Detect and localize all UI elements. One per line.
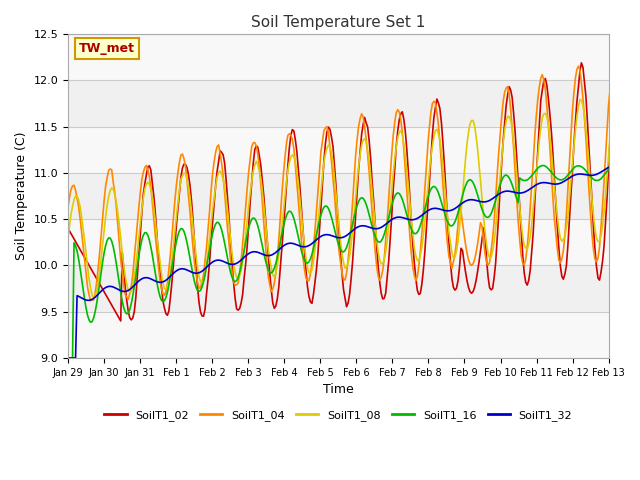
SoilT1_04	[563, 212, 570, 218]
X-axis label: Time: Time	[323, 383, 354, 396]
Bar	[68, 312, 609, 358]
SoilT1_08	[563, 225, 570, 230]
SoilT1_16	[638, 170, 640, 176]
SoilT1_04	[84, 285, 92, 290]
SoilT1_32	[102, 285, 109, 290]
SoilT1_04	[362, 136, 370, 142]
SoilT1_02	[639, 184, 640, 190]
SoilT1_08	[103, 203, 111, 208]
SoilT1_16	[102, 242, 109, 248]
Y-axis label: Soil Temperature (C): Soil Temperature (C)	[15, 132, 28, 260]
SoilT1_04	[103, 175, 111, 180]
SoilT1_02	[362, 120, 370, 126]
Text: TW_met: TW_met	[79, 42, 135, 55]
Legend: SoilT1_02, SoilT1_04, SoilT1_08, SoilT1_16, SoilT1_32: SoilT1_02, SoilT1_04, SoilT1_08, SoilT1_…	[100, 406, 577, 425]
SoilT1_02	[84, 260, 92, 265]
SoilT1_08	[362, 139, 370, 144]
SoilT1_32	[361, 223, 369, 229]
SoilT1_02	[614, 56, 621, 61]
SoilT1_04	[639, 118, 640, 123]
Bar	[68, 219, 609, 265]
SoilT1_16	[561, 175, 569, 181]
SoilT1_16	[64, 355, 72, 361]
SoilT1_08	[84, 264, 92, 270]
SoilT1_08	[64, 236, 72, 241]
Line: SoilT1_02: SoilT1_02	[68, 59, 640, 321]
Title: Soil Temperature Set 1: Soil Temperature Set 1	[251, 15, 426, 30]
SoilT1_32	[634, 160, 640, 166]
SoilT1_04	[87, 298, 95, 303]
Line: SoilT1_04: SoilT1_04	[68, 64, 640, 300]
SoilT1_32	[476, 198, 483, 204]
SoilT1_04	[477, 220, 484, 226]
SoilT1_08	[639, 166, 640, 171]
Line: SoilT1_32: SoilT1_32	[68, 163, 640, 358]
SoilT1_02	[64, 226, 72, 231]
SoilT1_02	[117, 318, 125, 324]
SoilT1_04	[64, 204, 72, 210]
SoilT1_16	[611, 163, 618, 168]
SoilT1_02	[563, 263, 570, 269]
SoilT1_08	[612, 91, 620, 96]
SoilT1_08	[90, 295, 97, 300]
SoilT1_02	[477, 248, 484, 253]
SoilT1_16	[361, 198, 369, 204]
Line: SoilT1_08: SoilT1_08	[68, 94, 640, 298]
SoilT1_04	[611, 61, 618, 67]
Bar	[68, 127, 609, 173]
SoilT1_32	[638, 355, 640, 361]
Bar	[68, 34, 609, 80]
SoilT1_16	[84, 312, 92, 318]
SoilT1_16	[476, 197, 483, 203]
SoilT1_32	[84, 298, 92, 303]
SoilT1_32	[64, 355, 72, 361]
Line: SoilT1_16: SoilT1_16	[68, 166, 640, 358]
SoilT1_08	[477, 179, 484, 184]
SoilT1_02	[102, 292, 109, 298]
SoilT1_32	[561, 178, 569, 184]
